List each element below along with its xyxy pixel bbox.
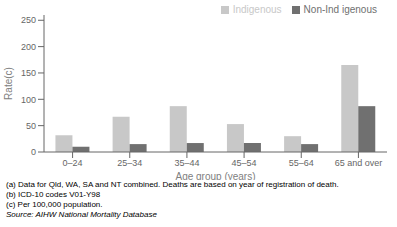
html-text:(b) ICD-10 codes V01-Y98: (b) ICD-10 codes V01-Y98 (6, 190, 101, 199)
svg-text:35–44: 35–44 (174, 158, 199, 168)
svg-text:45–54: 45–54 (232, 158, 257, 168)
svg-text:250: 250 (21, 15, 36, 25)
svg-text:55–64: 55–64 (289, 158, 314, 168)
svg-text:Age group (years): Age group (years) (175, 171, 255, 180)
html-text:Indigenous: Indigenous (232, 4, 282, 15)
svg-text:0: 0 (31, 147, 36, 157)
html-text:(c) Per 100,000 population.: (c) Per 100,000 population. (6, 200, 103, 209)
svg-text:65 and over: 65 and over (335, 158, 383, 168)
svg-text:0–24: 0–24 (63, 158, 83, 168)
svg-text:Rate(c): Rate(c) (8, 67, 14, 100)
svg-text:25–34: 25–34 (117, 158, 142, 168)
svg-text:200: 200 (21, 42, 36, 52)
svg-text:150: 150 (21, 68, 36, 78)
html-text:(a) Data for Qld, WA, SA and N: (a) Data for Qld, WA, SA and NT combined… (6, 180, 339, 189)
svg-text:50: 50 (26, 121, 36, 131)
html-text:Non-Ind igenous: Non-Ind igenous (303, 4, 377, 15)
svg-text:100: 100 (21, 95, 36, 105)
html-text:Source: AIHW National Mortalit: Source: AIHW National Mortality Database (6, 210, 157, 219)
